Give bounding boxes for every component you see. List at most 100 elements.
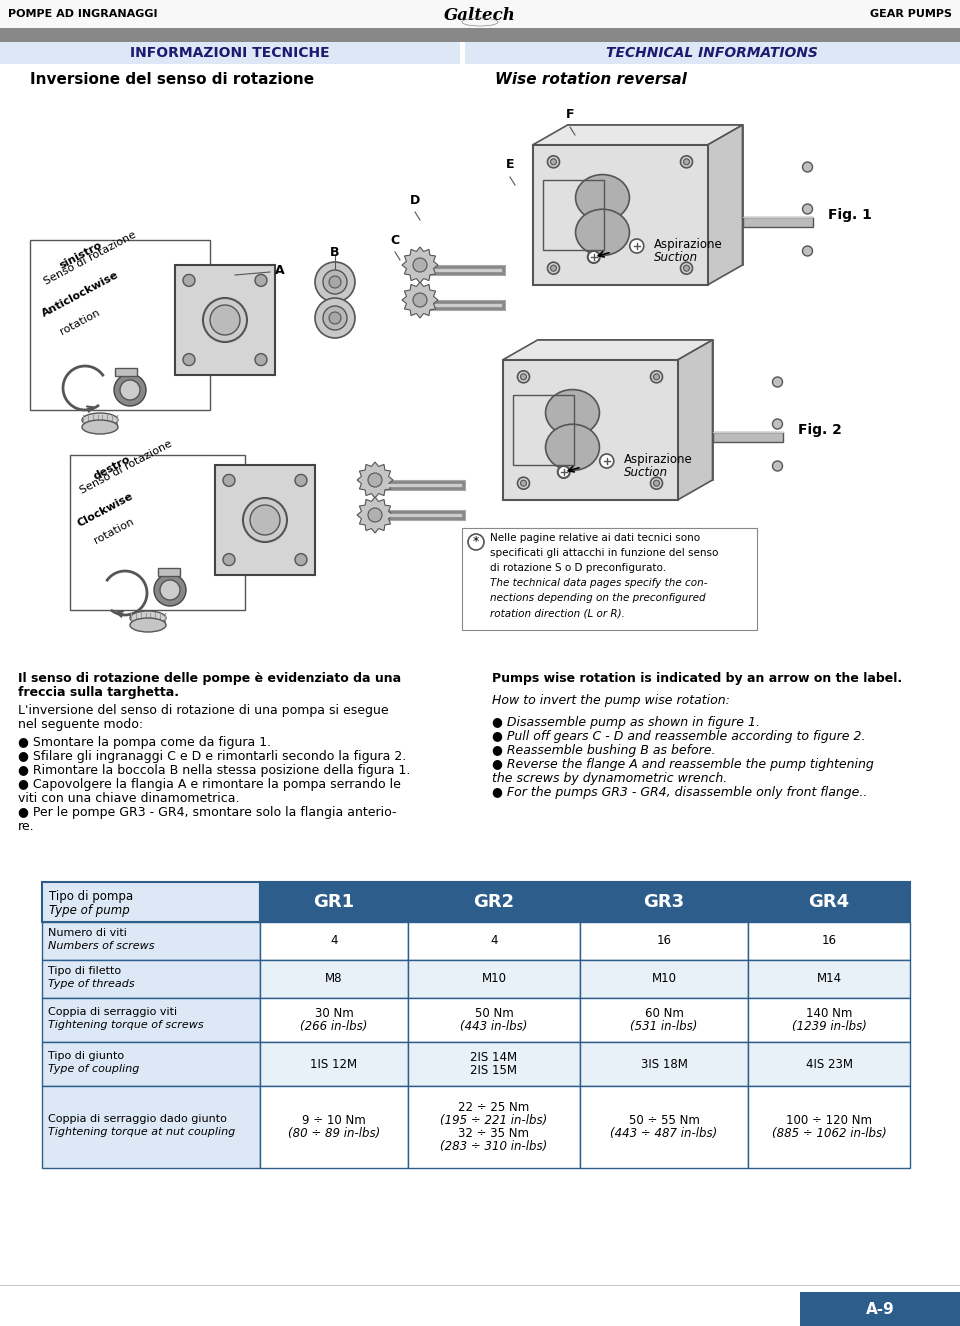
Bar bbox=[115, 369, 137, 377]
Text: F: F bbox=[565, 109, 574, 122]
Bar bbox=[175, 265, 275, 375]
Text: Coppia di serraggio dado giunto: Coppia di serraggio dado giunto bbox=[48, 1114, 227, 1124]
Text: ● Disassemble pump as shown in figure 1.: ● Disassemble pump as shown in figure 1. bbox=[492, 716, 760, 729]
Polygon shape bbox=[708, 125, 742, 285]
Bar bbox=[580, 998, 748, 1042]
Text: (885 ÷ 1062 in-lbs): (885 ÷ 1062 in-lbs) bbox=[772, 1127, 886, 1140]
Text: 22 ÷ 25 Nm: 22 ÷ 25 Nm bbox=[458, 1101, 530, 1114]
Bar bbox=[748, 882, 910, 922]
Circle shape bbox=[255, 354, 267, 366]
Polygon shape bbox=[502, 339, 712, 359]
Bar bbox=[260, 960, 408, 998]
Bar bbox=[408, 922, 580, 960]
Circle shape bbox=[550, 159, 557, 164]
Text: B: B bbox=[330, 245, 340, 259]
Circle shape bbox=[295, 475, 307, 487]
Text: INFORMAZIONI TECNICHE: INFORMAZIONI TECNICHE bbox=[131, 46, 330, 60]
Text: (1239 in-lbs): (1239 in-lbs) bbox=[792, 1020, 867, 1033]
Text: 50 ÷ 55 Nm: 50 ÷ 55 Nm bbox=[629, 1114, 700, 1127]
Text: Type of threads: Type of threads bbox=[48, 979, 134, 989]
Circle shape bbox=[630, 239, 644, 253]
Circle shape bbox=[803, 162, 812, 172]
Bar bbox=[0, 28, 960, 42]
Polygon shape bbox=[533, 125, 742, 145]
Text: Tightening torque at nut coupling: Tightening torque at nut coupling bbox=[48, 1127, 235, 1136]
Circle shape bbox=[203, 298, 247, 342]
Ellipse shape bbox=[576, 210, 630, 256]
Circle shape bbox=[558, 465, 569, 477]
Text: 50 Nm: 50 Nm bbox=[474, 1006, 514, 1020]
Circle shape bbox=[154, 574, 186, 606]
Circle shape bbox=[413, 259, 427, 272]
Bar bbox=[0, 34, 960, 36]
Text: 140 Nm: 140 Nm bbox=[805, 1006, 852, 1020]
Text: 4: 4 bbox=[330, 935, 338, 948]
Polygon shape bbox=[357, 461, 393, 499]
Text: 100 ÷ 120 Nm: 100 ÷ 120 Nm bbox=[786, 1114, 872, 1127]
Text: Senso di rotazione: Senso di rotazione bbox=[78, 438, 177, 496]
Polygon shape bbox=[678, 339, 712, 500]
Bar bbox=[42, 960, 260, 998]
Circle shape bbox=[120, 381, 140, 400]
Bar bbox=[465, 42, 960, 64]
Circle shape bbox=[368, 473, 382, 487]
Text: ● Smontare la pompa come da figura 1.: ● Smontare la pompa come da figura 1. bbox=[18, 736, 271, 749]
Text: nections depending on the preconfigured: nections depending on the preconfigured bbox=[490, 593, 706, 603]
Text: (80 ÷ 89 in-lbs): (80 ÷ 89 in-lbs) bbox=[288, 1127, 380, 1140]
Bar bbox=[0, 36, 960, 37]
Bar bbox=[513, 395, 574, 464]
Ellipse shape bbox=[82, 412, 118, 427]
Bar bbox=[0, 37, 960, 38]
Text: nel seguente modo:: nel seguente modo: bbox=[18, 717, 143, 731]
Polygon shape bbox=[357, 497, 393, 533]
Circle shape bbox=[600, 453, 613, 468]
Bar bbox=[260, 922, 408, 960]
Bar bbox=[408, 1042, 580, 1086]
Text: Clockwise: Clockwise bbox=[76, 491, 135, 529]
Bar bbox=[0, 30, 960, 33]
Text: (443 ÷ 487 in-lbs): (443 ÷ 487 in-lbs) bbox=[611, 1127, 718, 1140]
Circle shape bbox=[329, 276, 341, 288]
Circle shape bbox=[547, 263, 560, 274]
Circle shape bbox=[773, 461, 782, 471]
Text: L'inversione del senso di rotazione di una pompa si esegue: L'inversione del senso di rotazione di u… bbox=[18, 704, 389, 717]
Text: viti con una chiave dinamometrica.: viti con una chiave dinamometrica. bbox=[18, 792, 239, 805]
Circle shape bbox=[255, 274, 267, 286]
Text: D: D bbox=[410, 194, 420, 207]
Circle shape bbox=[517, 371, 530, 383]
Text: sinistro: sinistro bbox=[58, 240, 105, 271]
Text: TECHNICAL INFORMATIONS: TECHNICAL INFORMATIONS bbox=[606, 46, 818, 60]
Bar bbox=[580, 922, 748, 960]
Circle shape bbox=[550, 265, 557, 272]
Text: di rotazione S o D preconfigurato.: di rotazione S o D preconfigurato. bbox=[490, 564, 666, 573]
Text: ● Reverse the flange A and reassemble the pump tightening: ● Reverse the flange A and reassemble th… bbox=[492, 758, 874, 770]
Text: rotation: rotation bbox=[92, 516, 135, 546]
Bar bbox=[42, 922, 260, 960]
Text: M8: M8 bbox=[325, 972, 343, 985]
Circle shape bbox=[547, 155, 560, 168]
Bar bbox=[42, 998, 260, 1042]
Circle shape bbox=[183, 354, 195, 366]
Circle shape bbox=[468, 534, 484, 550]
Text: Anticlockwise: Anticlockwise bbox=[40, 269, 120, 318]
Circle shape bbox=[651, 371, 662, 383]
Text: 4IS 23M: 4IS 23M bbox=[805, 1058, 852, 1070]
Text: GEAR PUMPS: GEAR PUMPS bbox=[870, 9, 952, 19]
Text: (195 ÷ 221 in-lbs): (195 ÷ 221 in-lbs) bbox=[441, 1114, 547, 1127]
Text: A: A bbox=[276, 264, 285, 277]
Bar bbox=[0, 0, 960, 30]
Bar bbox=[580, 960, 748, 998]
Text: 4: 4 bbox=[491, 935, 497, 948]
Text: Type of coupling: Type of coupling bbox=[48, 1063, 139, 1074]
Text: *: * bbox=[473, 536, 479, 549]
Text: ● Sfilare gli ingranaggi C e D e rimontarli secondo la figura 2.: ● Sfilare gli ingranaggi C e D e rimonta… bbox=[18, 751, 406, 762]
Polygon shape bbox=[567, 125, 742, 265]
Bar bbox=[748, 922, 910, 960]
Text: 3IS 18M: 3IS 18M bbox=[640, 1058, 687, 1070]
Text: M10: M10 bbox=[482, 972, 507, 985]
Text: (443 in-lbs): (443 in-lbs) bbox=[460, 1020, 528, 1033]
Circle shape bbox=[323, 271, 347, 294]
Text: freccia sulla targhetta.: freccia sulla targhetta. bbox=[18, 686, 179, 699]
Bar bbox=[70, 455, 245, 610]
Text: Aspirazione: Aspirazione bbox=[624, 453, 692, 465]
